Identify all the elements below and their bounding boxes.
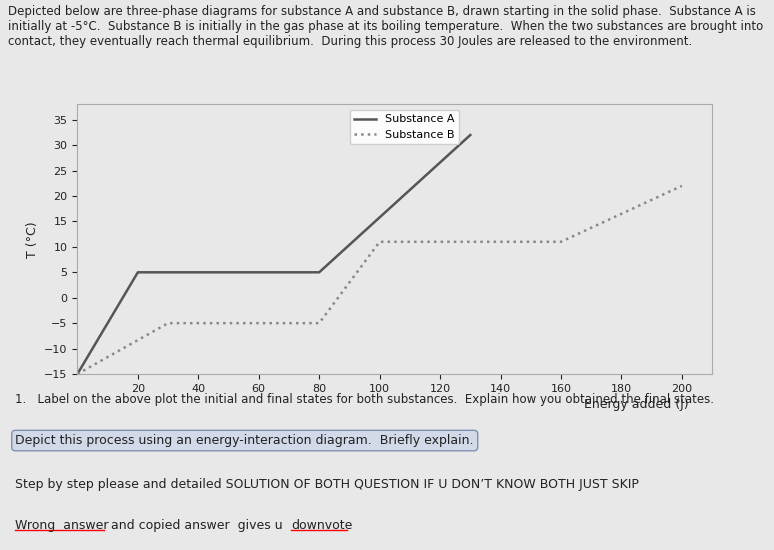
Text: Step by step please and detailed SOLUTION OF BOTH QUESTION IF U DON’T KNOW BOTH : Step by step please and detailed SOLUTIO… (15, 478, 639, 491)
Text: Wrong  answer: Wrong answer (15, 519, 109, 532)
Substance A (466, 131, 475, 138)
X-axis label: Energy added (J): Energy added (J) (584, 398, 688, 411)
Substance A (314, 269, 324, 276)
Substance B (314, 320, 324, 327)
Substance B (163, 320, 173, 327)
Substance B (375, 239, 384, 245)
Line: Substance A: Substance A (77, 135, 471, 374)
Text: 1.   Label on the above plot the initial and final states for both substances.  : 1. Label on the above plot the initial a… (15, 393, 714, 406)
Text: Depicted below are three-phase diagrams for substance A and substance B, drawn s: Depicted below are three-phase diagrams … (8, 5, 763, 48)
Substance B (73, 371, 82, 377)
Substance B (557, 239, 566, 245)
Substance B (677, 183, 687, 189)
Substance B (314, 320, 324, 327)
Text: and copied answer  gives u: and copied answer gives u (107, 519, 286, 532)
Text: downvote: downvote (291, 519, 352, 532)
Substance B (163, 320, 173, 327)
Substance A (133, 269, 142, 276)
Substance A (73, 371, 82, 377)
Text: Depict this process using an energy-interaction diagram.  Briefly explain.: Depict this process using an energy-inte… (15, 434, 474, 447)
Substance B (375, 239, 384, 245)
Line: Substance B: Substance B (77, 186, 682, 374)
Substance B (557, 239, 566, 245)
Substance A (133, 269, 142, 276)
Y-axis label: T (°C): T (°C) (26, 221, 39, 257)
Substance A (314, 269, 324, 276)
Legend: Substance A, Substance B: Substance A, Substance B (350, 110, 459, 145)
